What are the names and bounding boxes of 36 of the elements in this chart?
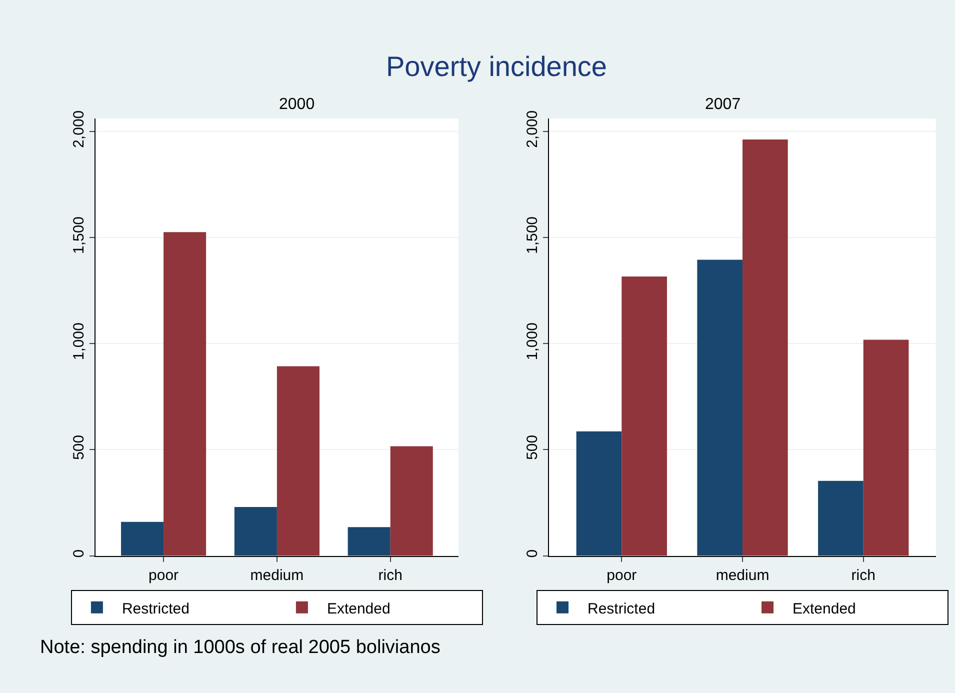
y-tick-label: 500 (524, 434, 542, 460)
x-tick-label: rich (851, 566, 876, 584)
chart-title: 2000 (279, 96, 315, 113)
bar (276, 366, 320, 556)
x-tick-label: medium (716, 566, 770, 584)
y-tick-label: 2,000 (524, 110, 542, 148)
bar (622, 276, 667, 556)
y-tick-label: 0 (524, 549, 542, 558)
y-tick-label: 1,500 (524, 216, 542, 254)
legend-label: Extended (792, 600, 856, 618)
bar (742, 139, 788, 556)
y-tick-label: 1,500 (70, 216, 88, 254)
x-tick-label: rich (378, 566, 402, 584)
x-tick-label: poor (148, 566, 179, 584)
y-tick-label: 0 (70, 549, 88, 558)
bar (234, 506, 277, 556)
bar (390, 446, 433, 556)
legend-label: Restricted (588, 600, 656, 618)
x-tick-label: medium (250, 566, 304, 584)
chart-title: 2007 (705, 96, 741, 113)
bar (576, 431, 622, 556)
bar (697, 260, 743, 556)
bar (818, 480, 864, 556)
bar (121, 522, 164, 556)
y-tick-label: 1,000 (524, 322, 542, 360)
legend-label: Restricted (122, 600, 190, 618)
y-tick-label: 2,000 (70, 110, 88, 148)
bar (164, 232, 206, 556)
bar (348, 527, 390, 556)
y-tick-label: 1,000 (70, 322, 88, 360)
text: Note: spending in 1000s of real 2005 bolivianos (40, 637, 440, 658)
x-tick-label: poor (606, 566, 637, 584)
text: Poverty incidence (386, 51, 608, 82)
bar (863, 340, 909, 556)
legend-label: Extended (326, 600, 390, 618)
y-tick-label: 500 (70, 434, 88, 460)
